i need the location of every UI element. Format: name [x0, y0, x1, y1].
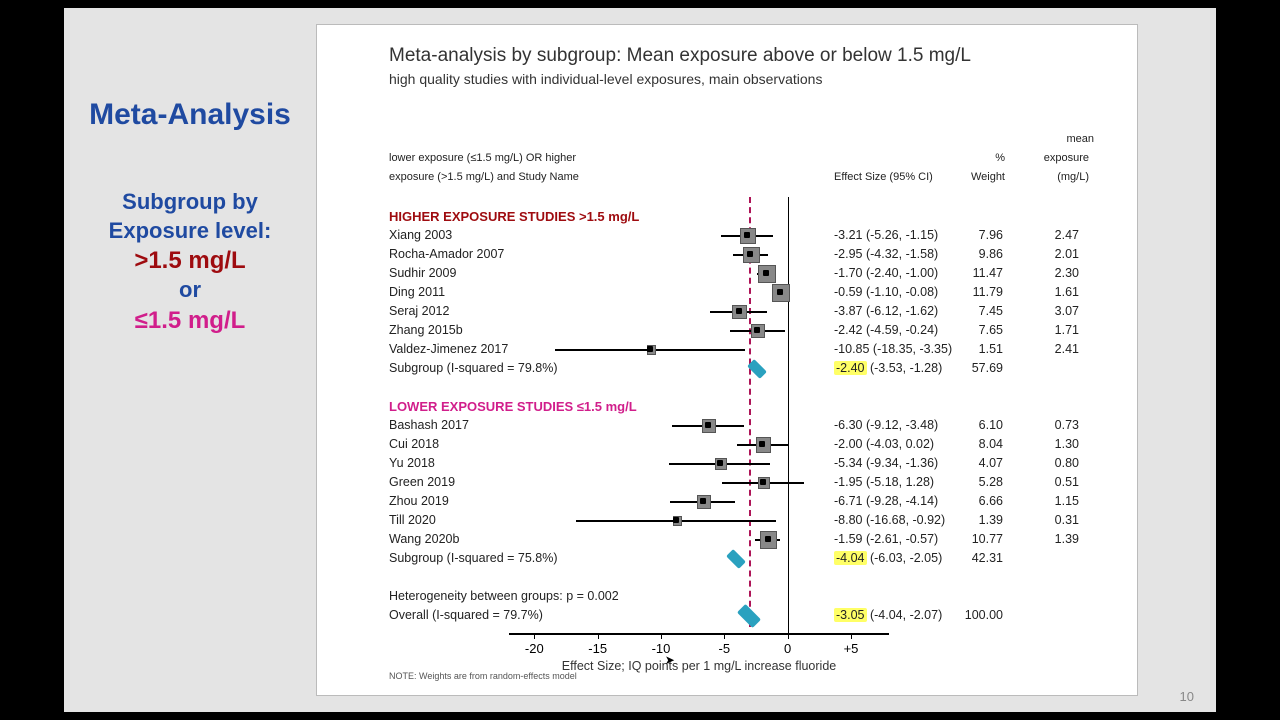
panel-subtitle: high quality studies with individual-lev…: [389, 71, 822, 87]
forest-plot: meanlower exposure (≤1.5 mg/L) OR higher…: [389, 97, 1089, 637]
panel-title: Meta-analysis by subgroup: Mean exposure…: [389, 45, 971, 67]
page-number: 10: [1180, 689, 1194, 704]
side-sub2: Exposure level:: [64, 217, 316, 246]
footnote: NOTE: Weights are from random-effects mo…: [389, 671, 577, 681]
slide: Meta-Analysis Subgroup by Exposure level…: [64, 8, 1216, 712]
side-sub1: Subgroup by: [64, 188, 316, 217]
forest-plot-panel: Meta-analysis by subgroup: Mean exposure…: [316, 24, 1138, 696]
side-text: Meta-Analysis Subgroup by Exposure level…: [64, 8, 316, 336]
side-level-lo: ≤1.5 mg/L: [64, 305, 316, 336]
side-title: Meta-Analysis: [64, 98, 316, 132]
side-or: or: [64, 276, 316, 305]
side-level-hi: >1.5 mg/L: [64, 245, 316, 276]
